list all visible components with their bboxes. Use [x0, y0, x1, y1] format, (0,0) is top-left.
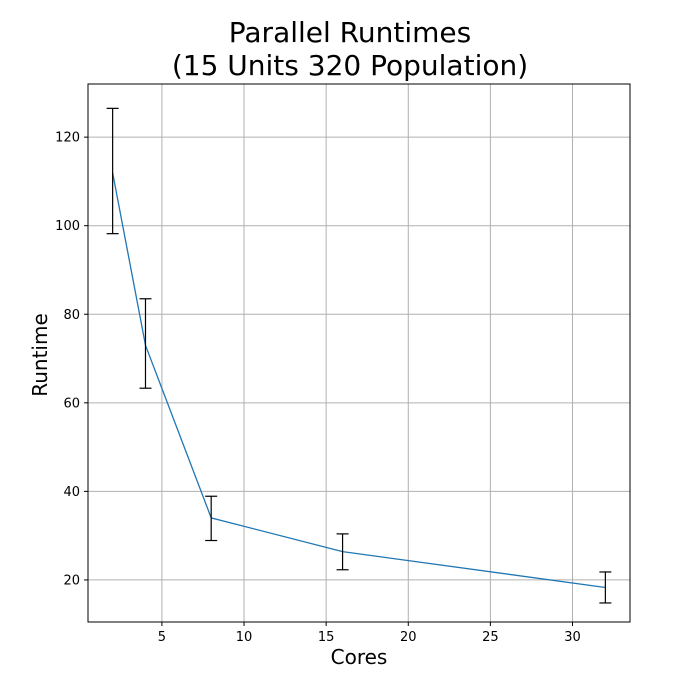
y-tick-label: 100 [55, 219, 80, 234]
y-tick-label: 120 [55, 131, 80, 146]
y-axis-label: Runtime [28, 313, 52, 397]
x-tick-label: 20 [400, 630, 417, 645]
chart-title-line-2: (15 Units 320 Population) [171, 49, 529, 82]
series-line [111, 172, 606, 589]
x-tick-label: 5 [158, 630, 166, 645]
y-tick-label: 40 [63, 485, 80, 500]
y-tick-label: 20 [63, 573, 80, 588]
y-tick-label: 80 [63, 308, 80, 323]
chart-title-line-1: Parallel Runtimes [228, 16, 472, 49]
plot-frame [87, 83, 631, 623]
x-tick-label: 10 [236, 630, 253, 645]
x-tick-label: 15 [318, 630, 335, 645]
x-tick-label: 25 [482, 630, 499, 645]
x-tick-label: 30 [564, 630, 581, 645]
x-axis-label: Cores [330, 645, 388, 669]
y-tick-label: 60 [63, 396, 80, 411]
